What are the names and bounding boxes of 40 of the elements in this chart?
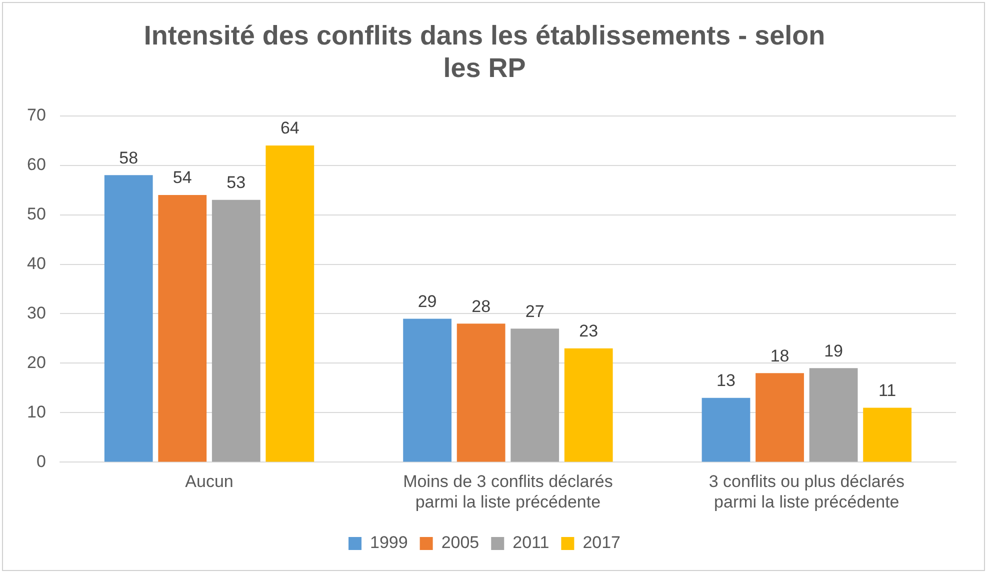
y-tick-label: 30 [26, 303, 46, 322]
data-label: 29 [418, 292, 437, 311]
y-tick-label: 40 [26, 254, 46, 273]
bar [266, 145, 314, 462]
bar [158, 194, 207, 462]
bar [510, 328, 560, 462]
x-tick-label: 3 conflits ou plus déclarés parmi la liste précédente [708, 472, 904, 512]
data-label: 64 [280, 118, 300, 138]
chart-title: Intensité des conflits dans les établissements - selon les RP [144, 20, 826, 84]
legend-label: 2017 [582, 533, 621, 552]
data-label: 18 [770, 346, 790, 366]
x-tick-label: Aucun [185, 472, 234, 492]
y-tick-label: 70 [26, 105, 46, 124]
y-tick-label: 10 [26, 402, 46, 422]
data-label: 27 [525, 302, 544, 321]
data-label: 13 [716, 371, 736, 390]
data-label: 53 [226, 173, 246, 192]
bar [403, 318, 452, 462]
legend-label: 2011 [512, 533, 550, 552]
bar [863, 408, 912, 462]
x-tick-label: Moins de 3 conflits déclarés parmi la liste précédente [403, 472, 613, 512]
data-label: 23 [579, 322, 598, 341]
bar [212, 200, 260, 462]
data-label: 28 [472, 296, 491, 316]
data-label: 19 [824, 341, 843, 360]
legend-label: 2005 [441, 533, 480, 552]
data-label: 58 [119, 148, 138, 168]
bar [809, 368, 858, 462]
bar [104, 175, 153, 462]
y-tick-label: 0 [36, 452, 46, 471]
data-label: 54 [172, 168, 192, 188]
data-label: 11 [878, 380, 896, 400]
bar [456, 324, 506, 462]
legend-label: 1999 [370, 533, 408, 552]
y-tick-label: 20 [26, 352, 46, 372]
y-tick-label: 60 [26, 154, 46, 174]
y-tick-label: 50 [26, 204, 46, 224]
bar [702, 398, 750, 462]
bar [756, 373, 804, 462]
bar [564, 348, 613, 462]
